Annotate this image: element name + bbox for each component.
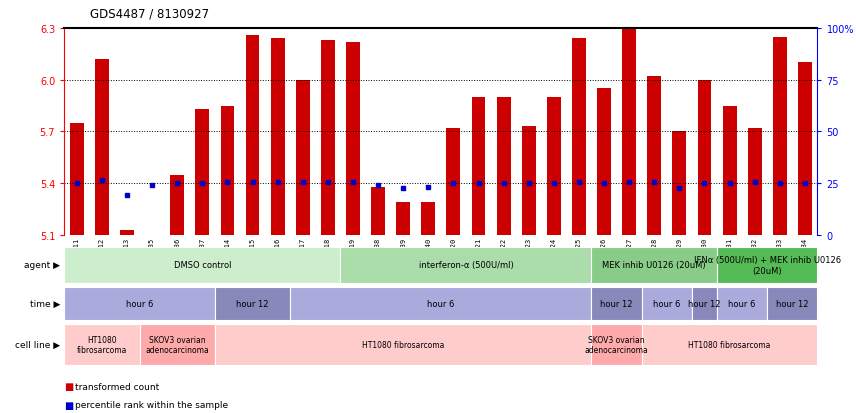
Text: interferon-α (500U/ml): interferon-α (500U/ml)	[419, 261, 514, 270]
Bar	[221, 106, 235, 235]
Text: hour 6: hour 6	[427, 299, 455, 308]
Text: transformed count: transformed count	[75, 382, 159, 391]
Bar	[195, 110, 209, 235]
Bar	[270, 39, 284, 235]
Text: hour 12: hour 12	[688, 299, 721, 308]
Text: DMSO control: DMSO control	[174, 261, 231, 270]
Bar	[622, 0, 636, 235]
Bar	[95, 60, 109, 235]
Text: SKOV3 ovarian
adenocarcinoma: SKOV3 ovarian adenocarcinoma	[146, 335, 209, 354]
Bar	[522, 127, 536, 235]
Text: time ▶: time ▶	[30, 299, 60, 308]
Bar	[748, 129, 762, 235]
Text: hour 6: hour 6	[126, 299, 153, 308]
Text: cell line ▶: cell line ▶	[15, 340, 60, 349]
Text: HT1080 fibrosarcoma: HT1080 fibrosarcoma	[688, 340, 770, 349]
Bar	[698, 81, 711, 235]
Text: GDS4487 / 8130927: GDS4487 / 8130927	[90, 8, 209, 21]
Bar	[246, 36, 259, 235]
Bar	[372, 187, 385, 235]
Bar	[472, 98, 485, 235]
Text: hour 6: hour 6	[728, 299, 756, 308]
Text: IFNα (500U/ml) + MEK inhib U0126
(20uM): IFNα (500U/ml) + MEK inhib U0126 (20uM)	[693, 256, 841, 275]
Bar	[673, 132, 687, 235]
Bar	[321, 41, 335, 235]
Text: MEK inhib U0126 (20uM): MEK inhib U0126 (20uM)	[603, 261, 706, 270]
Bar	[496, 98, 510, 235]
Bar	[396, 203, 410, 235]
Bar	[421, 203, 435, 235]
Text: agent ▶: agent ▶	[24, 261, 60, 270]
Text: percentile rank within the sample: percentile rank within the sample	[75, 400, 229, 409]
Bar	[722, 106, 736, 235]
Bar	[647, 77, 661, 235]
Bar	[70, 123, 84, 235]
Text: HT1080
fibrosarcoma: HT1080 fibrosarcoma	[77, 335, 127, 354]
Bar	[572, 39, 586, 235]
Bar	[346, 43, 360, 235]
Text: hour 12: hour 12	[776, 299, 809, 308]
Bar	[597, 89, 611, 235]
Bar	[170, 175, 184, 235]
Text: hour 12: hour 12	[236, 299, 269, 308]
Text: hour 12: hour 12	[600, 299, 633, 308]
Bar	[120, 230, 134, 235]
Text: SKOV3 ovarian
adenocarcinoma: SKOV3 ovarian adenocarcinoma	[585, 335, 649, 354]
Bar	[798, 63, 811, 235]
Bar	[773, 38, 787, 235]
Text: ■: ■	[64, 381, 74, 391]
Bar	[296, 81, 310, 235]
Bar	[447, 129, 461, 235]
Text: hour 6: hour 6	[653, 299, 681, 308]
Text: HT1080 fibrosarcoma: HT1080 fibrosarcoma	[362, 340, 444, 349]
Bar	[547, 98, 561, 235]
Text: ■: ■	[64, 400, 74, 410]
